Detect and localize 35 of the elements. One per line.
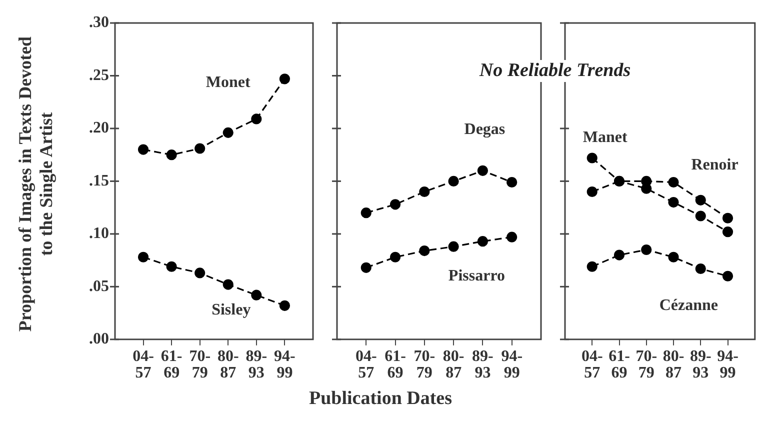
text: Degas bbox=[464, 120, 506, 138]
x-tick-label: 04-57 bbox=[581, 348, 603, 382]
x-tick-label: 80-87 bbox=[217, 348, 239, 382]
x-tick-label: 94-99 bbox=[274, 348, 296, 382]
x-tick-label: 04-57 bbox=[132, 348, 154, 382]
y-tick-label: .15 bbox=[89, 172, 109, 190]
y-tick-label: .20 bbox=[89, 120, 109, 137]
y-axis-title: Proportion of Images in Texts Devoted to the Single Artist bbox=[15, 35, 57, 334]
series-label: Monet bbox=[206, 74, 252, 91]
annotation: No Reliable Trends bbox=[455, 60, 655, 82]
x-axis-title: Publication Dates bbox=[308, 388, 454, 410]
x-tick-label: 61-69 bbox=[608, 348, 630, 382]
y-tick-label: .25 bbox=[89, 66, 109, 84]
x-tick-label: 70-79 bbox=[189, 348, 211, 382]
x-tick-label: 89-93 bbox=[246, 348, 268, 382]
x-tick-label: 61-69 bbox=[160, 348, 182, 382]
x-tick-label: 70-79 bbox=[636, 348, 658, 382]
x-tick-label: 94-99 bbox=[501, 348, 523, 382]
y-tick-label: .05 bbox=[89, 278, 109, 295]
x-tick-label: 80-87 bbox=[662, 348, 684, 382]
x-tick-label: 04-57 bbox=[355, 348, 377, 382]
y-tick-label: .30 bbox=[89, 14, 109, 32]
y-tick-label: .10 bbox=[89, 225, 109, 242]
x-tick-label: 94-99 bbox=[717, 348, 738, 382]
x-tick-label: 61-69 bbox=[384, 348, 406, 382]
series-label: Cézanne bbox=[659, 296, 718, 314]
series-label: Pissarro bbox=[448, 267, 506, 284]
x-tick-label: 70-79 bbox=[414, 348, 436, 382]
x-tick-label: 89-93 bbox=[690, 348, 712, 382]
series-label: Sisley bbox=[212, 302, 251, 319]
series-label: Renoir bbox=[691, 156, 738, 174]
y-tick-label: .00 bbox=[89, 330, 109, 348]
series-label: Manet bbox=[582, 129, 628, 146]
x-tick-label: 80-87 bbox=[442, 348, 464, 382]
x-tick-label: 89-93 bbox=[472, 348, 494, 382]
